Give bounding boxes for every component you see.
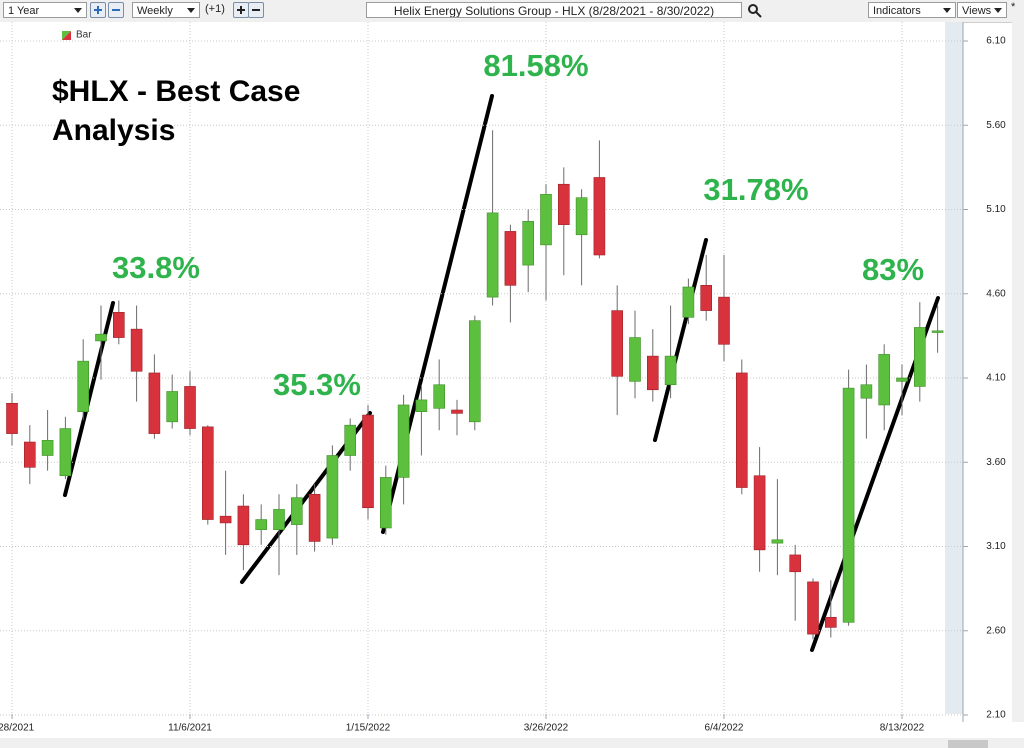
candle-body	[202, 426, 214, 520]
y-tick-label: 2.10	[986, 710, 1006, 721]
candle-body	[557, 183, 570, 225]
candle-body	[522, 220, 535, 266]
candle-body	[735, 372, 748, 488]
interval-select[interactable]: Weekly	[132, 2, 200, 18]
candle-body	[41, 440, 54, 456]
x-tick-label: 3/26/2022	[524, 723, 569, 734]
y-tick-label: 4.60	[986, 288, 1006, 299]
y-tick-label: 5.10	[986, 204, 1006, 215]
trend-line	[653, 238, 708, 442]
scrollbar[interactable]	[1012, 22, 1024, 722]
candle-body	[326, 455, 339, 539]
candle-body	[290, 497, 303, 525]
candle-body	[575, 197, 588, 236]
offset-plus[interactable]	[233, 2, 249, 18]
y-tick-label: 6.10	[986, 36, 1006, 47]
chart: Bar 6.10 5.60 5.10 4.60 4.10 3.60 3.10 2.60 2.10…	[0, 22, 1024, 748]
candle-body	[397, 404, 410, 478]
candle-body	[824, 616, 837, 628]
zoom-in[interactable]	[90, 2, 106, 18]
annotation: 83%	[862, 252, 924, 287]
candle-body	[184, 386, 196, 429]
candle-body	[468, 320, 481, 423]
candle-body	[842, 387, 855, 623]
x-tick-label: 11/6/2021	[168, 723, 212, 734]
candle-body	[860, 384, 873, 399]
candle-body	[913, 327, 926, 387]
candle-body	[878, 354, 891, 406]
candle-body	[504, 231, 517, 286]
search-icon[interactable]	[747, 3, 763, 19]
candle-body	[344, 424, 357, 456]
x-tick-label: 8/13/2022	[880, 723, 925, 734]
candle-body	[540, 194, 552, 246]
candle-body	[451, 409, 463, 414]
candle-body	[6, 402, 18, 434]
candle-body	[433, 384, 446, 409]
y-tick-label: 3.10	[986, 541, 1006, 552]
candle-body	[896, 377, 908, 382]
candle-body	[379, 477, 392, 529]
offset-label: (+1)	[205, 3, 225, 15]
candle-body	[646, 355, 659, 391]
candle-body	[59, 428, 72, 477]
candle-body	[113, 311, 125, 338]
annotation: 35.3%	[273, 367, 361, 402]
indicators-button[interactable]: Indicators	[868, 2, 956, 18]
candle-body	[789, 554, 802, 573]
toolbar: 1 Year Weekly (+1) Helix Energy Solution…	[0, 0, 1024, 23]
candle-body	[273, 509, 285, 530]
candle-body	[753, 475, 766, 551]
candle-body	[593, 177, 606, 256]
chart-title: $HLX - Best Case Analysis	[52, 75, 300, 147]
candle-body	[362, 414, 374, 509]
period-select[interactable]: 1 Year	[3, 2, 87, 18]
symbol-search[interactable]: Helix Energy Solutions Group - HLX (8/28…	[366, 2, 742, 18]
x-tick-label: 8/28/2021	[0, 723, 35, 734]
candle-body	[629, 337, 641, 382]
annotation: 81.58%	[483, 48, 588, 83]
candle-body	[219, 515, 232, 524]
legend: Bar	[62, 30, 92, 41]
views-button[interactable]: Views	[957, 2, 1007, 18]
candle-body	[77, 360, 89, 412]
x-tick-label: 6/4/2022	[705, 723, 744, 734]
candle-body	[23, 441, 36, 468]
annotation: 33.8%	[112, 250, 200, 285]
candle-body	[95, 333, 107, 342]
y-tick-label: 3.60	[986, 457, 1006, 468]
y-tick-label: 4.10	[986, 373, 1006, 384]
candle-body	[130, 328, 143, 372]
candle-body	[166, 391, 178, 423]
candle-body	[486, 212, 499, 298]
candle-body	[255, 519, 267, 530]
candle-body	[718, 296, 730, 345]
candle-body	[682, 286, 695, 318]
scroll-thumb[interactable]	[948, 740, 988, 748]
y-tick-label: 5.60	[986, 120, 1006, 131]
candle-body	[308, 493, 321, 542]
legend-label: Bar	[76, 30, 92, 41]
offset-minus[interactable]	[248, 2, 264, 18]
candle-body	[931, 330, 944, 333]
candle-body	[415, 399, 428, 412]
candle-body	[664, 355, 677, 386]
candle-body	[771, 539, 784, 544]
candle-body	[237, 505, 250, 546]
candle-body	[700, 285, 713, 311]
legend-icon	[62, 31, 71, 40]
pin-marker[interactable]: *	[1011, 1, 1016, 13]
zoom-out[interactable]	[108, 2, 124, 18]
candle-body	[611, 310, 624, 377]
x-tick-label: 1/15/2022	[346, 723, 391, 734]
y-tick-label: 2.60	[986, 625, 1006, 636]
annotation: 31.78%	[703, 172, 808, 207]
future-shade	[945, 22, 963, 714]
candle-body	[148, 372, 161, 434]
h-scrollbar[interactable]	[0, 738, 1024, 748]
candle-body	[807, 581, 819, 635]
